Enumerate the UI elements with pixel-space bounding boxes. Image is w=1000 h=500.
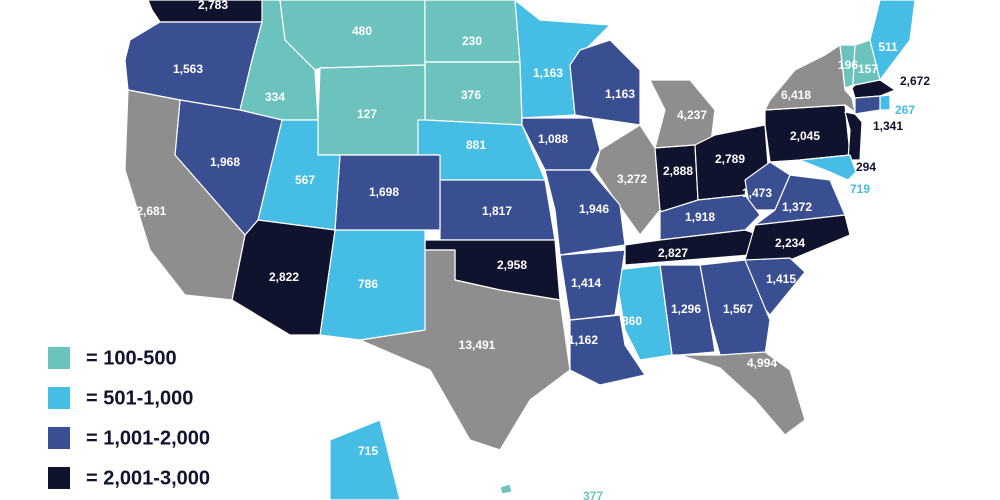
state <box>124 89 246 301</box>
legend-swatch <box>48 347 70 369</box>
state-label: 1,372 <box>782 200 812 214</box>
state-label: 2,783 <box>198 0 228 12</box>
state <box>799 154 857 181</box>
state-label: 157 <box>858 62 878 76</box>
state <box>499 483 513 495</box>
state-label: 2,789 <box>715 152 745 166</box>
state-label: 2,958 <box>497 258 527 272</box>
state <box>594 124 661 236</box>
state-label: 1,296 <box>671 302 701 316</box>
legend-label: = 501-1,000 <box>86 387 193 409</box>
state-label: 4,237 <box>677 108 707 122</box>
state-label: 1,163 <box>605 87 635 101</box>
state-label: 1,414 <box>571 276 601 290</box>
state <box>844 111 863 161</box>
state <box>679 351 806 436</box>
legend-label: = 100-500 <box>86 347 177 369</box>
state-label: 860 <box>622 314 642 328</box>
state-label: 1,946 <box>579 202 609 216</box>
state-label: 1,918 <box>685 210 715 224</box>
state-label: 6,418 <box>781 88 811 102</box>
state-label: 715 <box>358 444 378 458</box>
state <box>869 0 916 81</box>
state-label: 1,968 <box>210 155 240 169</box>
state-label: 2,822 <box>269 270 299 284</box>
state <box>614 264 673 361</box>
state-label: 1,341 <box>873 119 903 133</box>
state-label: 127 <box>357 107 377 121</box>
state-label: 1,698 <box>369 185 399 199</box>
state-label: 267 <box>895 103 915 117</box>
state <box>559 249 626 321</box>
state <box>879 94 891 111</box>
state-label: 334 <box>265 90 285 104</box>
state <box>424 0 521 63</box>
state-label: 1,817 <box>482 204 512 218</box>
state-label: 4,994 <box>747 356 777 370</box>
state-label: 1,163 <box>533 66 563 80</box>
state <box>544 169 626 256</box>
state-label: 1,563 <box>173 62 203 76</box>
state-label: 2,827 <box>658 246 688 260</box>
legend-label: = 2,001-3,000 <box>86 467 210 489</box>
state-label: 13,491 <box>459 338 496 352</box>
state-label: 376 <box>461 88 481 102</box>
state-label: 3,272 <box>617 172 647 186</box>
state-label: 567 <box>295 173 315 187</box>
state-label: 480 <box>352 24 372 38</box>
state-label: 2,234 <box>775 236 805 250</box>
state-label: 12,681 <box>130 204 167 218</box>
legend-swatch <box>48 427 70 449</box>
legend-label: = 1,001-2,000 <box>86 427 210 449</box>
state-label: 2,672 <box>900 74 930 88</box>
state-label: 1,473 <box>742 186 772 200</box>
state-label: 1,415 <box>766 272 796 286</box>
legend-swatch <box>48 467 70 489</box>
state-label: 2,888 <box>663 164 693 178</box>
state-label: 511 <box>878 40 898 54</box>
state <box>744 214 851 261</box>
state <box>764 44 856 113</box>
state-label: 1,162 <box>568 333 598 347</box>
state-label: 1,088 <box>538 132 568 146</box>
state-label: 294 <box>856 160 876 174</box>
legend-swatch <box>48 387 70 409</box>
state-label: 786 <box>358 277 378 291</box>
state-label: 377 <box>583 489 603 500</box>
state-label: 2,045 <box>790 129 820 143</box>
state <box>569 39 641 126</box>
state-label: 1,567 <box>723 302 753 316</box>
state-label: 719 <box>850 182 870 196</box>
state <box>329 419 401 500</box>
state-label: 881 <box>466 138 486 152</box>
state <box>854 95 881 115</box>
state-label: 196 <box>838 58 858 72</box>
state-label: 230 <box>462 34 482 48</box>
state <box>754 174 846 226</box>
